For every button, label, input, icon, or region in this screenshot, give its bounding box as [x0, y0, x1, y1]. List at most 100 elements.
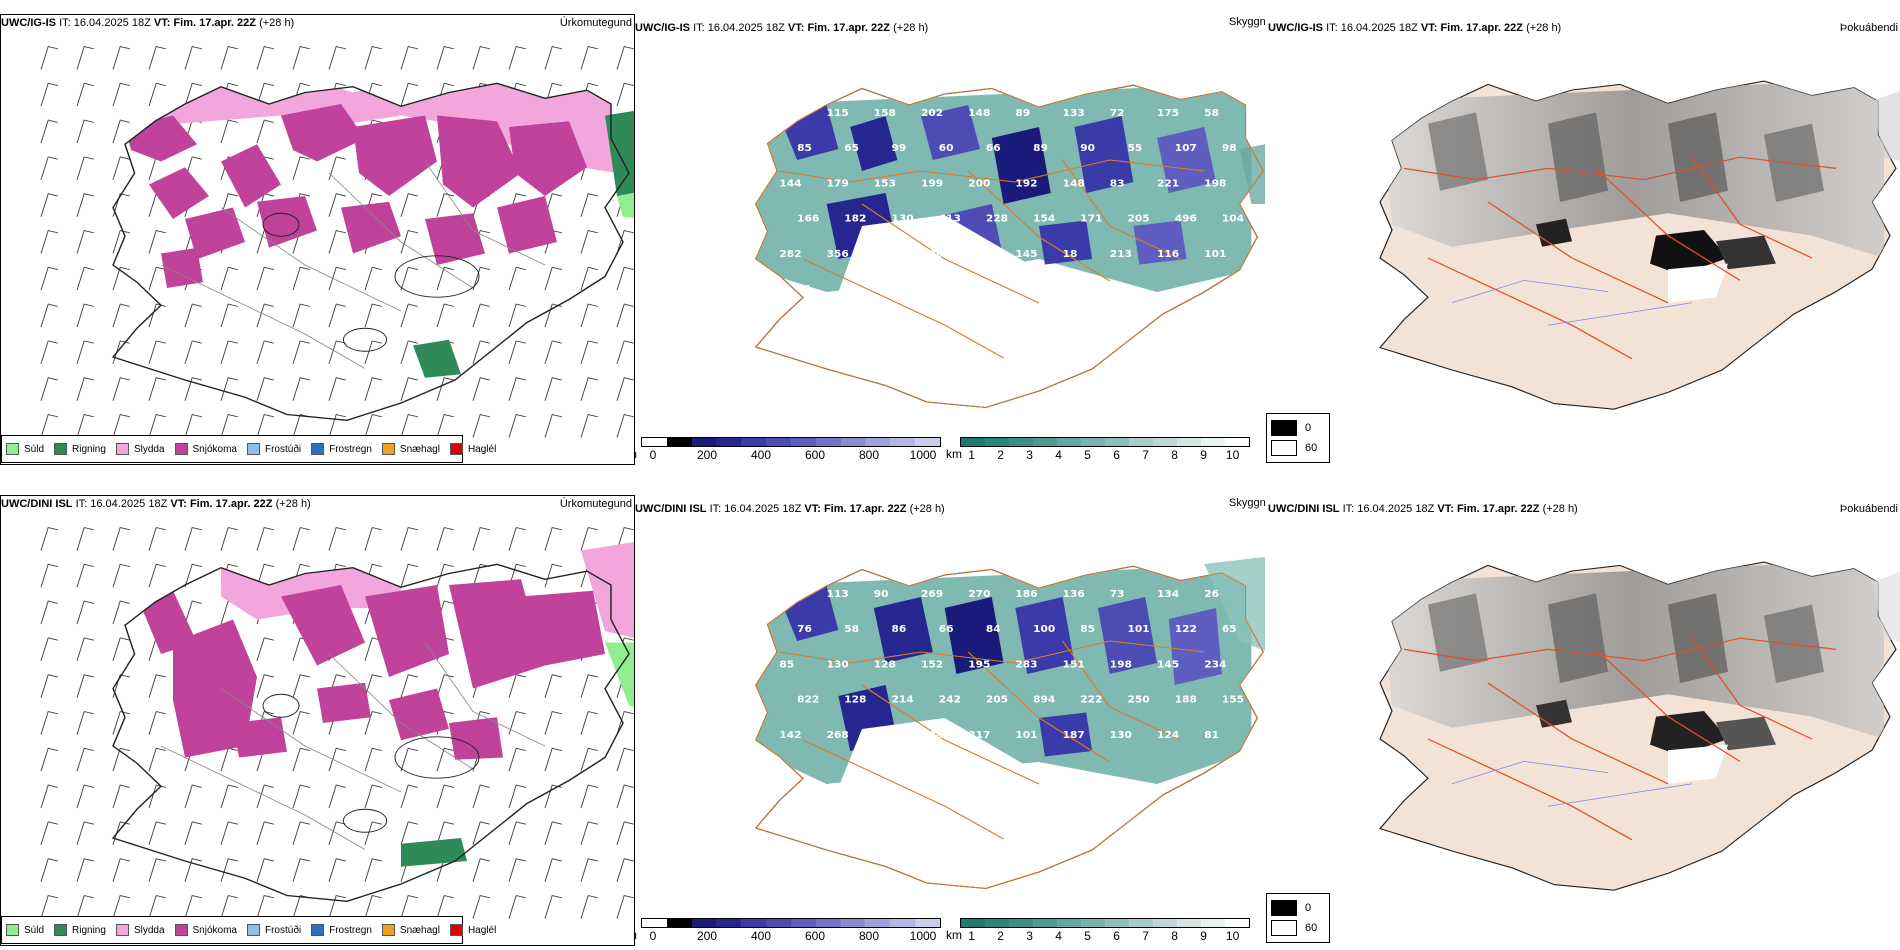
- ceiling-scale-top: 0 200 400 600 800 1000 m: [635, 437, 941, 462]
- wind-barb: [292, 266, 310, 291]
- legend-swatch: [381, 924, 395, 936]
- wind-barb: [184, 563, 202, 588]
- wind-barb: [76, 229, 94, 254]
- wind-barb: [328, 894, 346, 919]
- it-value: 16.04.2025 18Z: [73, 17, 151, 29]
- wind-barb: [436, 784, 454, 809]
- ceiling-value-label: 198: [1110, 659, 1132, 671]
- legend-swatch: [246, 443, 260, 455]
- wind-barb: [616, 377, 634, 401]
- wind-barb: [436, 894, 454, 919]
- wind-barb: [544, 526, 562, 551]
- colorbar-segment: [815, 438, 841, 446]
- wind-barb: [400, 526, 418, 551]
- ceiling-value-label: 85: [797, 143, 812, 155]
- legend-swatch: [381, 443, 395, 455]
- wind-barb: [508, 674, 526, 698]
- legend-label: Súld: [24, 443, 45, 455]
- wind-barb: [436, 674, 454, 698]
- scale-tick-label: 3: [1026, 448, 1033, 462]
- ceiling-value-label: 822: [797, 694, 819, 706]
- colorbar-segment: [1033, 438, 1057, 446]
- model-name: UWC/IG-IS: [1, 17, 56, 29]
- ceiling-value-label: 130: [779, 588, 801, 600]
- vis-header-top: UWC/IG-IS IT: 16.04.2025 18Z VT: Fim. 17…: [635, 22, 928, 34]
- wind-barb: [328, 526, 346, 551]
- ceiling-value-label: 96: [874, 729, 889, 741]
- fog-legend-label: 0: [1305, 902, 1312, 914]
- precip-legend-item: Frostúði: [246, 443, 301, 455]
- ceiling-scale-ticks: 0 200 400 600 800 1000: [641, 447, 941, 462]
- wind-barb: [40, 563, 58, 588]
- precip-header-top: UWC/IG-IS IT: 16.04.2025 18Z VT: Fim. 17…: [1, 17, 294, 29]
- ceiling-value-label: 153: [874, 178, 896, 190]
- wind-barb: [292, 784, 310, 809]
- wind-barb: [616, 710, 634, 735]
- colorbar-segment: [1129, 438, 1153, 446]
- wind-barb: [328, 784, 346, 809]
- vis-scale-bottom: 1 2 3 4 5 6 7 8 9 10 km: [946, 918, 1250, 943]
- colorbar-segment: [1057, 919, 1081, 927]
- wind-barb: [544, 821, 562, 846]
- scale-tick-label: 9: [1200, 448, 1207, 462]
- wind-barb: [616, 821, 634, 846]
- scale-tick-label: 0: [649, 929, 657, 943]
- wind-barb: [328, 45, 346, 70]
- colorbar-segment: [1033, 919, 1057, 927]
- wind-barb: [544, 710, 562, 735]
- wind-barb: [148, 674, 166, 698]
- wind-barb: [580, 858, 598, 882]
- precip-legend-item: Rigning: [54, 924, 106, 936]
- wind-barb: [148, 229, 166, 254]
- legend-label: Súld: [24, 924, 45, 936]
- precip-legend-item: Haglél: [449, 924, 496, 936]
- wind-barb: [256, 858, 274, 882]
- colorbar-segment: [666, 438, 692, 446]
- wind-barb: [220, 526, 238, 551]
- ceiling-value-label: 133: [1063, 107, 1085, 119]
- vt-value: Fim. 17.apr. 22Z: [807, 22, 890, 34]
- fog-legend-top: 0 60: [1266, 413, 1330, 463]
- wind-barb: [112, 710, 130, 735]
- ceiling-value-label: 225: [874, 248, 896, 260]
- wind-barb: [580, 821, 598, 846]
- ceiling-value-label: 317: [968, 729, 990, 741]
- wind-barb: [544, 858, 562, 882]
- wind-barb: [112, 377, 130, 401]
- ceiling-value-label: 89: [1033, 143, 1048, 155]
- wind-barb: [616, 894, 634, 919]
- ceiling-value-label: 205: [1128, 213, 1150, 225]
- wind-barb: [472, 821, 490, 846]
- wind-barb: [292, 674, 310, 698]
- ceiling-value-label: 148: [1063, 178, 1085, 190]
- precip-legend-item: Rigning: [54, 443, 106, 455]
- wind-barb: [184, 894, 202, 919]
- precip-legend-top: Súld Rigning Slydda Snjókoma Frostúði Frostre…: [1, 435, 496, 463]
- model-name: UWC/IG-IS: [635, 22, 690, 34]
- wind-barb: [220, 377, 238, 401]
- colorbar-segment: [1153, 919, 1177, 927]
- wind-barb: [436, 526, 454, 551]
- ceiling-value-label: 115: [827, 107, 849, 119]
- wind-barb: [112, 193, 130, 217]
- ceiling-value-label: 76: [797, 624, 812, 636]
- wind-barb: [76, 413, 94, 438]
- wind-barb: [40, 340, 58, 365]
- ceiling-value-label: 65: [1222, 624, 1237, 636]
- wind-barb: [292, 526, 310, 551]
- vis-scale-top: 1 2 3 4 5 6 7 8 9 10 km: [946, 437, 1250, 462]
- ceiling-value-label: 101: [1015, 729, 1037, 741]
- wind-barb: [508, 340, 526, 365]
- ceiling-value-label: 221: [1157, 178, 1179, 190]
- colorbar-segment: [1057, 438, 1081, 446]
- wind-barb: [112, 858, 130, 882]
- wind-barb: [148, 563, 166, 588]
- ceiling-value-label: 283: [1015, 659, 1037, 671]
- fog-legend-swatch: [1271, 440, 1297, 456]
- colorbar-segment: [790, 438, 816, 446]
- legend-swatch: [449, 443, 463, 455]
- wind-barb: [76, 45, 94, 70]
- wind-barb: [508, 413, 526, 438]
- wind-barb: [76, 674, 94, 698]
- fog-title-bottom: Þokuábendi: [1839, 503, 1898, 515]
